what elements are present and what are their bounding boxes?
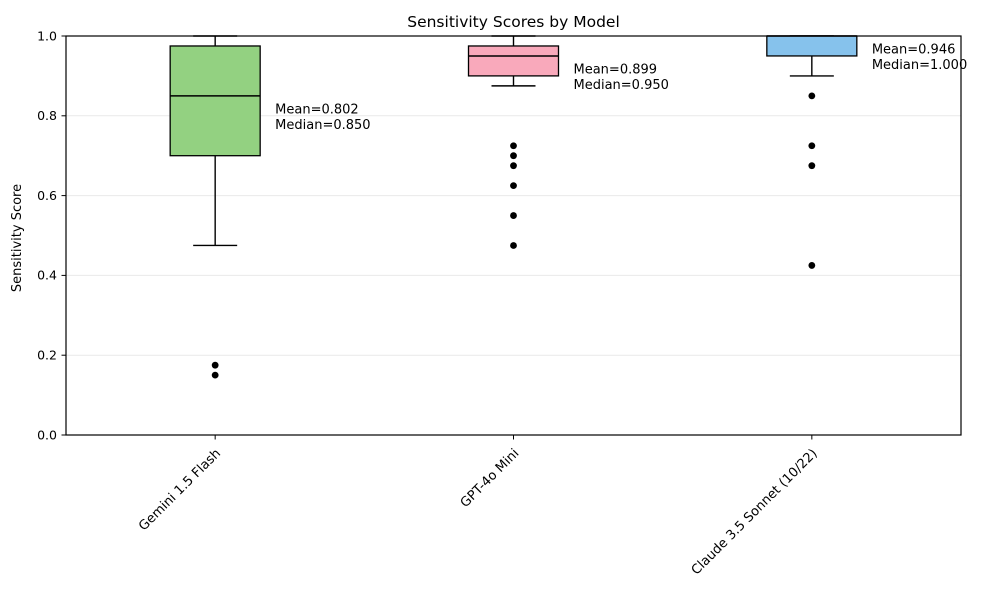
chart-title: Sensitivity Scores by Model (407, 13, 620, 31)
outlier-point (808, 262, 816, 269)
outlier-point (808, 92, 816, 100)
y-tick-label: 0.6 (37, 188, 57, 203)
outlier-point (510, 162, 517, 170)
outlier-point (510, 152, 517, 160)
x-tick-label: Claude 3.5 Sonnet (10/22) (689, 446, 821, 578)
y-tick-label: 1.0 (37, 28, 57, 43)
y-tick-label: 0.4 (37, 268, 57, 283)
annotation-median: Median=1.000 (872, 58, 967, 73)
outlier-point (510, 142, 517, 150)
x-tick-label: Gemini 1.5 Flash (136, 446, 224, 534)
y-axis-label: Sensitivity Score (10, 184, 25, 292)
annotation-median: Median=0.950 (574, 78, 669, 93)
outlier-point (211, 361, 219, 369)
outlier-point (510, 242, 517, 249)
x-tick-label: GPT-4o Mini (458, 446, 523, 511)
iqr-box (467, 45, 560, 77)
outlier-point (510, 212, 517, 219)
y-tick-label: 0.0 (37, 427, 57, 442)
outlier-point (510, 182, 517, 190)
outlier-point (808, 142, 816, 150)
annotation-median: Median=0.850 (275, 118, 370, 133)
y-tick-label: 0.2 (37, 348, 57, 363)
annotation-mean: Mean=0.946 (872, 43, 956, 58)
iqr-box (169, 45, 261, 157)
annotation-mean: Mean=0.899 (574, 62, 658, 77)
outlier-point (808, 162, 816, 170)
annotation-mean: Mean=0.802 (275, 102, 359, 117)
y-tick-label: 0.8 (37, 108, 57, 123)
iqr-box (766, 35, 858, 57)
outlier-point (211, 371, 219, 379)
